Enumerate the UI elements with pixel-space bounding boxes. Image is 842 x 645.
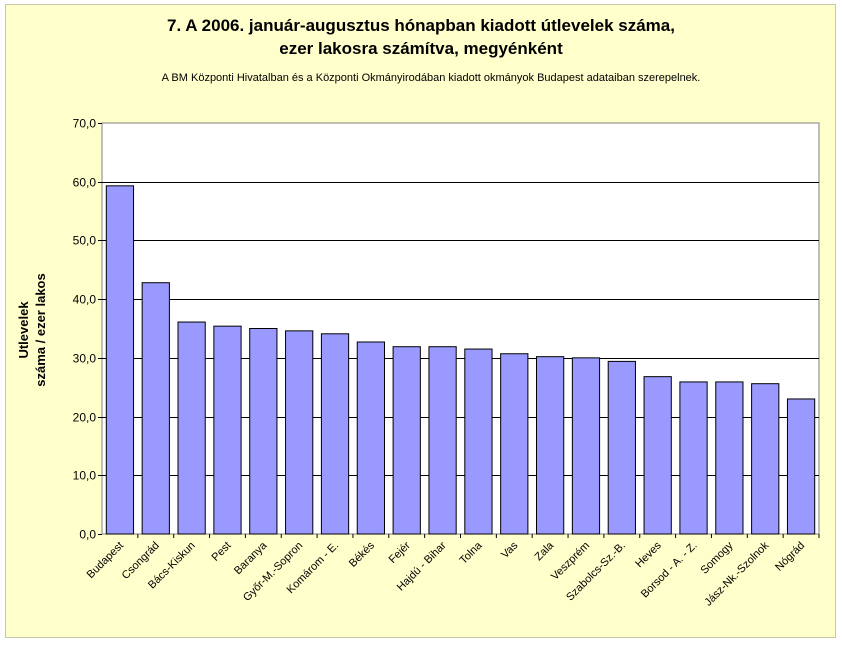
bar (249, 328, 278, 535)
bar (285, 330, 314, 535)
bar (751, 383, 780, 535)
y-tick-label: 60,0 (73, 176, 97, 190)
plot-area (101, 122, 820, 535)
bar (679, 381, 708, 535)
y-tick-label: 10,0 (73, 469, 97, 483)
y-tick-label: 40,0 (73, 293, 97, 307)
bar (141, 282, 170, 535)
bar (500, 353, 529, 535)
chart-title: 7. A 2006. január-augusztus hónapban kia… (0, 14, 842, 60)
bar (786, 398, 816, 535)
bar (105, 185, 135, 535)
y-axis-ticks: 0,0 10,0 20,0 30,0 40,0 50,0 60,0 70,0 (73, 117, 102, 542)
x-tick-label: Nógrád (773, 540, 807, 574)
chart-title-line-2: ezer lakosra számítva, megyénként (279, 39, 563, 58)
x-tick-label: Heves (633, 539, 664, 570)
bar (356, 341, 385, 535)
bar (213, 325, 242, 535)
y-axis-label-line-1: Utlevelek (16, 301, 31, 359)
chart-subtitle: A BM Központi Hivatalban és a Központi O… (161, 72, 701, 84)
x-tick-label: Vas (499, 539, 521, 561)
bar (607, 360, 636, 535)
bar (464, 348, 493, 535)
bar (571, 357, 601, 535)
bar (428, 346, 457, 535)
x-tick-label: Békés (347, 539, 377, 569)
bars (105, 185, 816, 535)
x-tick-label: Zala (533, 539, 557, 563)
bar (536, 356, 565, 535)
y-tick-label: 30,0 (73, 352, 97, 366)
bar (715, 381, 744, 535)
bar (177, 321, 206, 535)
bar (392, 346, 421, 535)
x-tick-label: Pest (210, 540, 234, 564)
y-tick-label: 70,0 (73, 117, 97, 131)
y-tick-label: 0,0 (79, 528, 96, 542)
bar (643, 376, 672, 535)
x-tick-label: Jász-Nk.-Szolnok (702, 539, 771, 608)
y-tick-label: 20,0 (73, 411, 97, 425)
bar (320, 333, 350, 535)
x-tick-label: Fejér (387, 539, 413, 565)
chart-title-line-1: 7. A 2006. január-augusztus hónapban kia… (167, 16, 675, 35)
y-tick-label: 50,0 (73, 234, 97, 248)
y-axis-label-line-2: száma / ezer lakos (33, 273, 48, 386)
x-tick-label: Tolna (457, 539, 485, 567)
